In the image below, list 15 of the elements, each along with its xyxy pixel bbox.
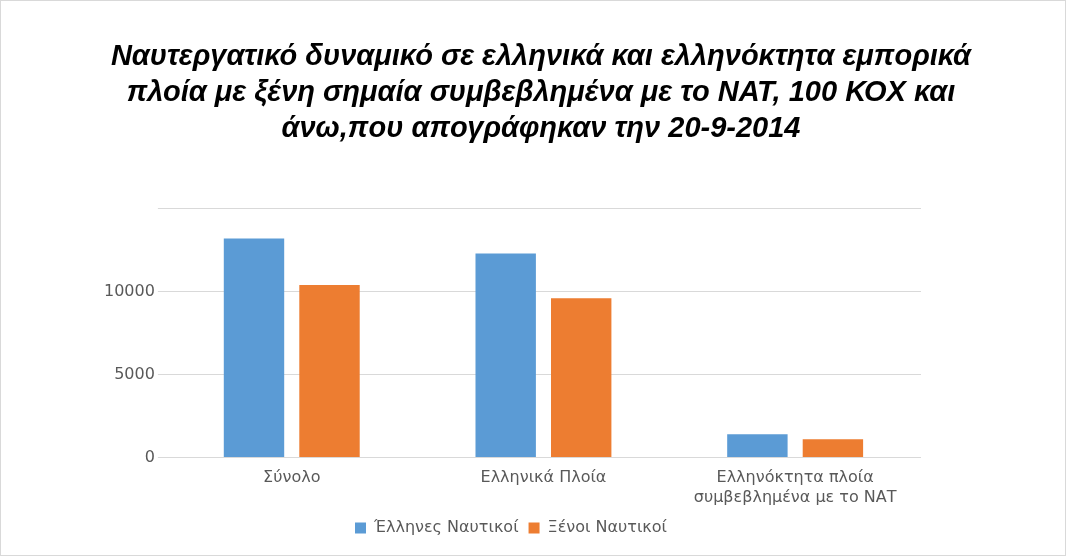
legend-label: Έλληνες Ναυτικοί [373, 517, 520, 537]
bar [551, 298, 612, 458]
bar [299, 284, 360, 458]
x-tick-label: Ελληνικά Πλοία [480, 467, 607, 487]
y-tick-label: 0 [144, 446, 155, 466]
chart-title: Ναυτεργατικό δυναμικό σε ελληνικά και ελληνόκτητα εμπορικά πλοία με ξένη σημαία συμβεβλημένα με το ΝΑΤ, 100 ΚΟΧ και άνω,που απογράφηκαν την 20-9-2014 [109, 38, 973, 145]
y-tick-label: 10000 [103, 280, 155, 300]
y-tick-label: 5000 [114, 363, 155, 383]
bar [223, 238, 285, 458]
bar [475, 253, 536, 458]
bar [802, 439, 864, 458]
x-tick-label: Ελληνόκτητα πλοία συμβεβλημένα με το ΝΑΤ [693, 467, 897, 506]
legend-label: Ξένοι Ναυτικοί [547, 517, 668, 537]
bar [727, 434, 788, 458]
x-tick-label: Σύνολο [263, 467, 321, 487]
